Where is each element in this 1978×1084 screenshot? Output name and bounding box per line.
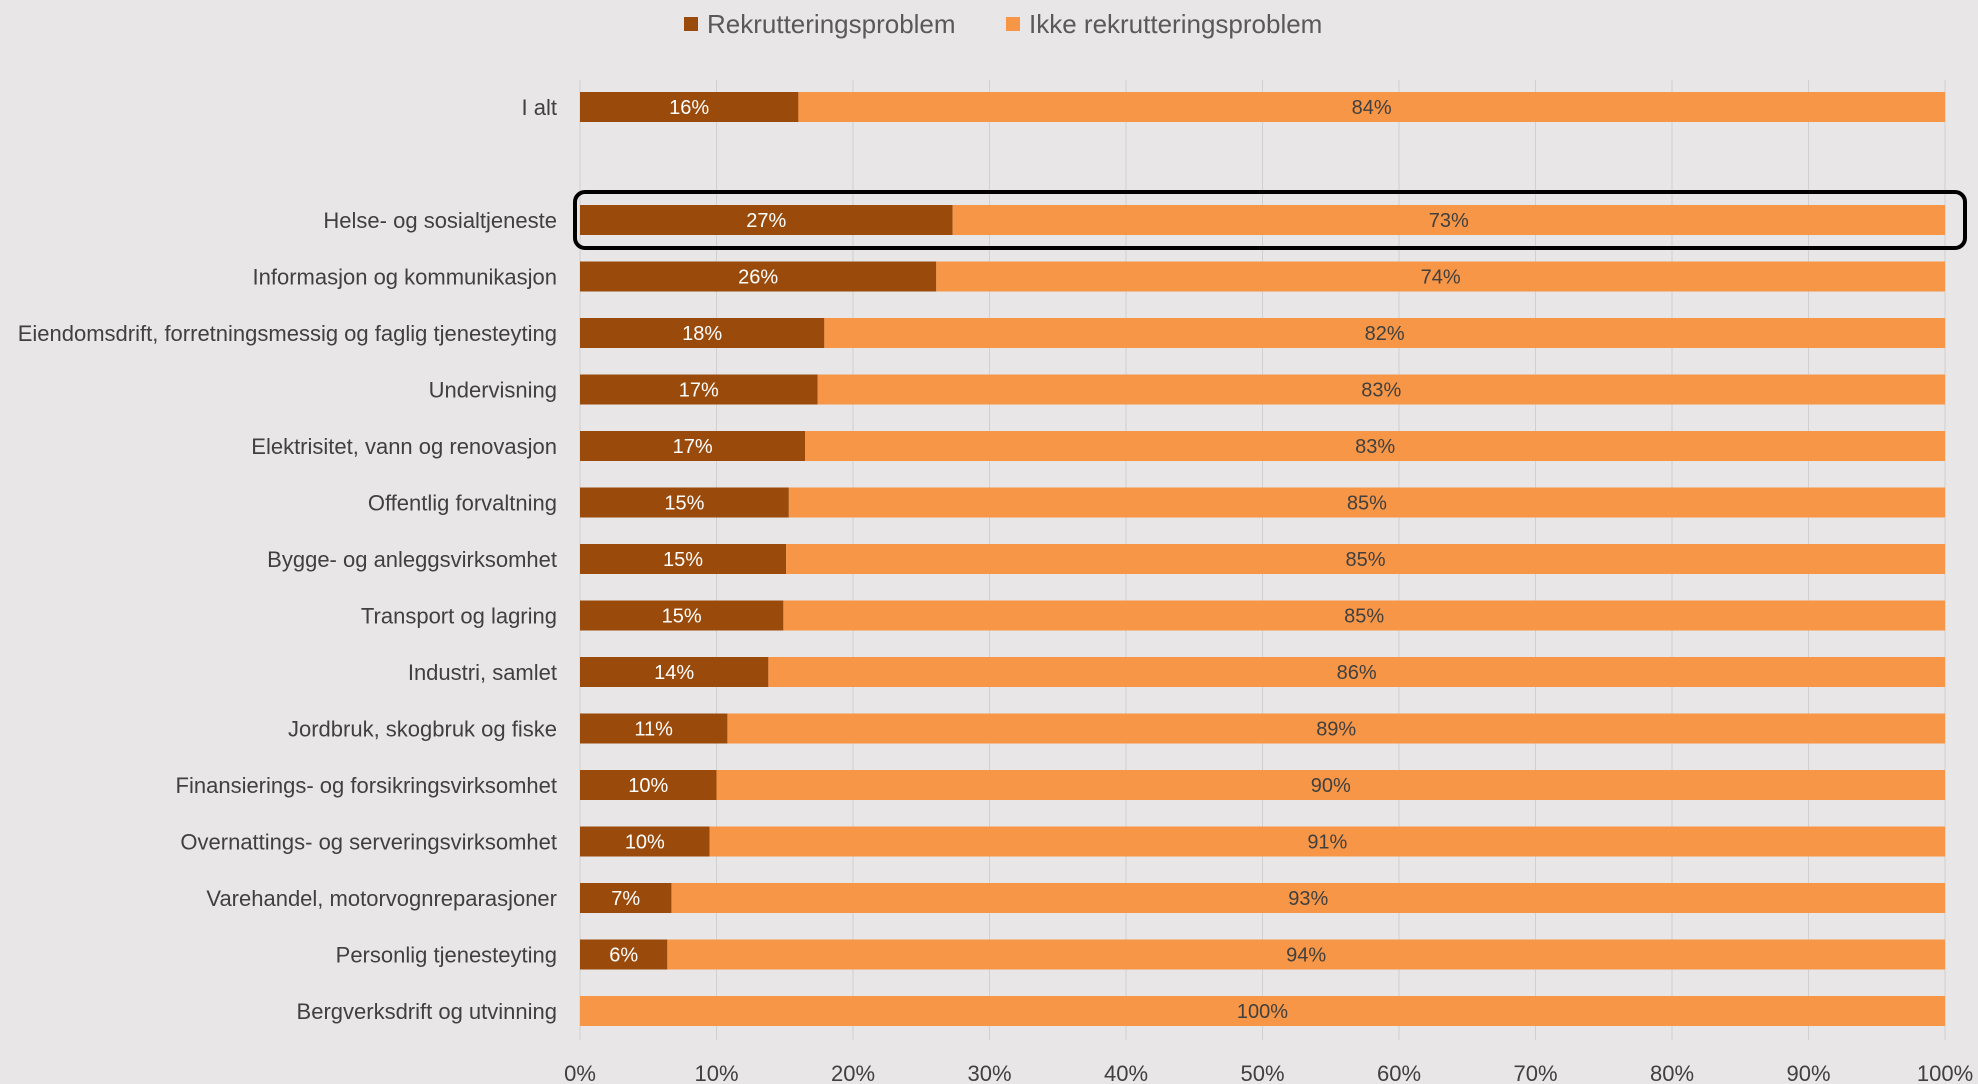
data-label-no-recruitment-problem: 85%	[1346, 549, 1386, 571]
data-label-recruitment-problem: 15%	[664, 493, 704, 515]
bar-no-recruitment-problem	[824, 318, 1946, 348]
data-label-no-recruitment-problem: 82%	[1365, 323, 1405, 345]
data-label-recruitment-problem: 27%	[746, 210, 786, 232]
bar-recruitment-problem	[580, 374, 818, 405]
data-label-recruitment-problem: 15%	[663, 549, 703, 571]
data-label-no-recruitment-problem: 83%	[1361, 380, 1401, 402]
data-label-no-recruitment-problem: 85%	[1347, 493, 1387, 515]
bar-recruitment-problem	[580, 205, 953, 235]
data-label-recruitment-problem: 10%	[625, 832, 665, 854]
bar-recruitment-problem	[580, 261, 937, 292]
category-label: Undervisning	[429, 378, 557, 403]
bar-no-recruitment-problem	[783, 600, 1945, 631]
bar-no-recruitment-problem	[671, 883, 1945, 913]
data-label-no-recruitment-problem: 86%	[1337, 662, 1377, 684]
data-label-no-recruitment-problem: 84%	[1352, 97, 1392, 119]
x-tick-label: 80%	[1650, 1061, 1694, 1084]
x-tick-label: 40%	[1104, 1061, 1148, 1084]
bar-no-recruitment-problem	[788, 487, 1945, 518]
highlight-box	[573, 190, 1967, 250]
bar-recruitment-problem	[580, 92, 799, 122]
data-label-recruitment-problem: 11%	[634, 719, 673, 741]
category-label: Bygge- og anleggsvirksomhet	[267, 547, 557, 572]
bar-no-recruitment-problem	[805, 431, 1945, 461]
data-label-no-recruitment-problem: 74%	[1421, 267, 1461, 289]
data-label-recruitment-problem: 6%	[609, 945, 638, 967]
legend-swatch	[684, 17, 698, 31]
data-label-recruitment-problem: 14%	[654, 662, 694, 684]
data-label-recruitment-problem: 17%	[673, 436, 713, 458]
category-label: I alt	[522, 95, 557, 120]
bar-recruitment-problem	[580, 544, 787, 574]
category-label: Jordbruk, skogbruk og fiske	[288, 717, 557, 742]
legend-label: Ikke rekrutteringsproblem	[1029, 9, 1322, 39]
bar-no-recruitment-problem	[936, 261, 1945, 292]
bar-recruitment-problem	[580, 600, 784, 631]
bar-recruitment-problem	[580, 318, 825, 348]
bar-no-recruitment-problem	[768, 657, 1945, 687]
x-tick-label: 70%	[1513, 1061, 1557, 1084]
x-tick-label: 90%	[1786, 1061, 1830, 1084]
bar-no-recruitment-problem	[709, 826, 1945, 857]
legend-label: Rekrutteringsproblem	[707, 9, 956, 39]
data-label-no-recruitment-problem: 83%	[1355, 436, 1395, 458]
x-tick-label: 0%	[564, 1061, 596, 1084]
bar-no-recruitment-problem	[716, 770, 1945, 800]
x-tick-label: 20%	[831, 1061, 875, 1084]
bar-recruitment-problem	[580, 487, 789, 518]
category-label: Varehandel, motorvognreparasjoner	[206, 886, 557, 911]
data-label-no-recruitment-problem: 89%	[1316, 719, 1356, 741]
bar-no-recruitment-problem	[817, 374, 1945, 405]
bar-no-recruitment-problem	[667, 939, 1945, 970]
data-label-recruitment-problem: 18%	[682, 323, 722, 345]
category-label: Bergverksdrift og utvinning	[297, 999, 557, 1024]
bar-recruitment-problem	[580, 883, 672, 913]
category-label: Transport og lagring	[361, 604, 557, 629]
category-label: Eiendomsdrift, forretningsmessig og fagl…	[18, 321, 557, 346]
category-label: Offentlig forvaltning	[368, 491, 557, 516]
bar-recruitment-problem	[580, 657, 769, 687]
bar-no-recruitment-problem	[952, 205, 1945, 235]
x-tick-label: 100%	[1917, 1061, 1973, 1084]
category-label: Overnattings- og serveringsvirksomhet	[180, 830, 557, 855]
data-label-no-recruitment-problem: 73%	[1429, 210, 1469, 232]
data-label-no-recruitment-problem: 91%	[1307, 832, 1347, 854]
data-label-no-recruitment-problem: 90%	[1311, 775, 1351, 797]
category-label: Informasjon og kommunikasjon	[253, 265, 557, 290]
data-label-no-recruitment-problem: 93%	[1288, 888, 1328, 910]
bar-no-recruitment-problem	[727, 713, 1946, 744]
category-label: Elektrisitet, vann og renovasjon	[251, 434, 557, 459]
data-label-recruitment-problem: 15%	[662, 606, 702, 628]
bar-recruitment-problem	[580, 431, 806, 461]
legend-swatch	[1006, 17, 1020, 31]
data-label-recruitment-problem: 16%	[669, 97, 709, 119]
category-label: Helse- og sosialtjeneste	[323, 208, 557, 233]
data-label-recruitment-problem: 10%	[628, 775, 668, 797]
x-tick-label: 60%	[1377, 1061, 1421, 1084]
category-label: Industri, samlet	[408, 660, 557, 685]
bar-recruitment-problem	[580, 939, 668, 970]
category-label: Personlig tjenesteyting	[336, 943, 557, 968]
x-tick-label: 50%	[1240, 1061, 1284, 1084]
data-label-no-recruitment-problem: 85%	[1344, 606, 1384, 628]
x-tick-label: 10%	[694, 1061, 738, 1084]
x-tick-label: 30%	[967, 1061, 1011, 1084]
bar-recruitment-problem	[580, 826, 710, 857]
category-label: Finansierings- og forsikringsvirksomhet	[176, 773, 557, 798]
data-label-recruitment-problem: 26%	[738, 267, 778, 289]
data-label-no-recruitment-problem: 100%	[1237, 1001, 1288, 1023]
bar-no-recruitment-problem	[786, 544, 1945, 574]
bar-recruitment-problem	[580, 770, 717, 800]
bar-no-recruitment-problem	[798, 92, 1945, 122]
data-label-recruitment-problem: 17%	[679, 380, 719, 402]
data-label-recruitment-problem: 7%	[611, 888, 640, 910]
data-label-no-recruitment-problem: 94%	[1286, 945, 1326, 967]
bar-recruitment-problem	[580, 713, 728, 744]
bar-no-recruitment-problem	[580, 996, 1945, 1026]
